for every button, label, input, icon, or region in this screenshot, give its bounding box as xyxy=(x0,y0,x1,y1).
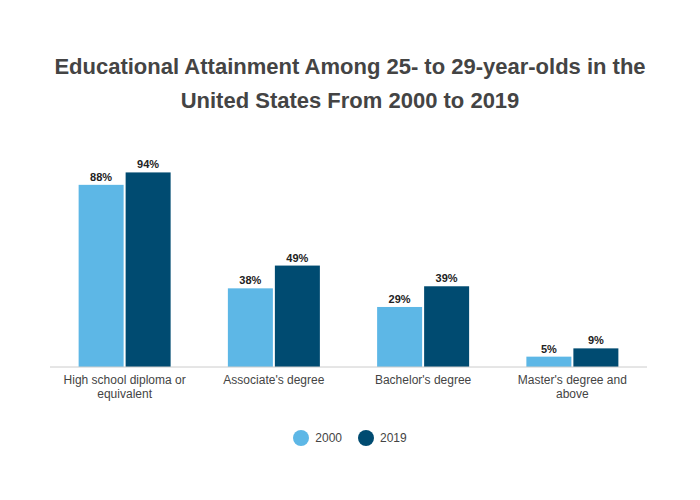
x-axis-line xyxy=(50,367,647,368)
x-tick-label: Master's degree and above xyxy=(502,373,642,401)
legend-swatch xyxy=(358,430,374,446)
bar xyxy=(573,348,618,367)
data-label: 9% xyxy=(588,334,604,346)
data-label: 29% xyxy=(389,293,411,305)
legend: 2000 2019 xyxy=(0,430,700,446)
legend-item: 2019 xyxy=(358,430,407,446)
bar xyxy=(424,286,469,367)
bar xyxy=(126,172,171,367)
data-labels: 88% 94% 38% 49% 29% 39% 5% 9% xyxy=(90,158,604,354)
data-label: 94% xyxy=(137,158,159,170)
data-label: 88% xyxy=(90,171,112,183)
data-label: 49% xyxy=(286,252,308,264)
bar xyxy=(377,307,422,367)
data-label: 39% xyxy=(436,272,458,284)
legend-item: 2000 xyxy=(293,430,342,446)
bar xyxy=(526,357,571,367)
legend-label: 2000 xyxy=(315,431,342,445)
x-tick-label: High school diploma or equivalent xyxy=(55,373,195,401)
x-tick-label: Bachelor's degree xyxy=(353,373,493,387)
bars xyxy=(79,172,619,367)
bar xyxy=(79,185,124,367)
data-label: 5% xyxy=(541,343,557,355)
chart-svg: 88% 94% 38% 49% 29% 39% 5% 9% xyxy=(0,0,700,500)
bar xyxy=(275,266,320,367)
legend-swatch xyxy=(293,430,309,446)
x-tick-label: Associate's degree xyxy=(204,373,344,387)
bar xyxy=(228,288,273,367)
data-label: 38% xyxy=(239,274,261,286)
legend-label: 2019 xyxy=(380,431,407,445)
chart-title: Educational Attainment Among 25- to 29-y… xyxy=(30,50,670,118)
